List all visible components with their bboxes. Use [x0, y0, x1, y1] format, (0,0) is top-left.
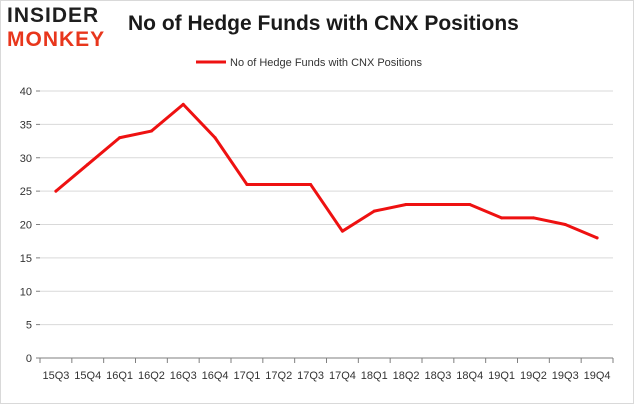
legend: No of Hedge Funds with CNX Positions — [196, 57, 422, 69]
data-point — [595, 236, 599, 240]
x-tick-label: 19Q1 — [488, 370, 515, 382]
x-tick-label: 15Q4 — [74, 370, 101, 382]
grid-lines — [40, 90, 613, 326]
data-point — [531, 216, 535, 220]
y-tick-label: 30 — [20, 153, 32, 165]
series-group — [54, 102, 599, 240]
data-point — [118, 136, 122, 140]
x-tick-label: 17Q1 — [233, 370, 260, 382]
data-point — [468, 202, 472, 206]
x-axis-ticks: 15Q3 15Q4 16Q1 16Q2 16Q3 16Q4 17Q1 17Q2 17Q3 17Q4… — [39, 358, 614, 382]
y-tick-label: 5 — [26, 320, 32, 332]
logo-line-1: INSIDER — [7, 4, 100, 27]
data-point — [563, 223, 567, 226]
y-tick-label: 15 — [20, 253, 32, 265]
x-tick-label: 15Q3 — [42, 370, 69, 382]
y-tick-label: 10 — [20, 286, 32, 298]
logo-line-2: MONKEY — [7, 28, 106, 51]
data-point — [372, 209, 376, 213]
x-tick-label: 16Q4 — [202, 370, 229, 382]
x-tick-label: 18Q3 — [424, 370, 451, 382]
y-tick-label: 0 — [26, 353, 32, 365]
y-axis-ticks: 0 5 10 15 20 25 30 35 40 — [20, 86, 40, 365]
data-point — [404, 202, 408, 206]
insider-monkey-logo: INSIDER MONKEY — [7, 5, 115, 53]
legend-label: No of Hedge Funds with CNX Positions — [230, 57, 422, 69]
y-tick-label: 40 — [20, 86, 32, 98]
x-tick-label: 17Q4 — [329, 370, 356, 382]
data-point — [245, 182, 249, 186]
chart-title: No of Hedge Funds with CNX Positions — [128, 12, 519, 35]
y-tick-label: 20 — [20, 220, 32, 232]
data-point — [149, 129, 153, 133]
y-tick-label: 25 — [20, 186, 32, 198]
x-tick-label: 16Q2 — [138, 370, 165, 382]
data-point — [54, 189, 58, 193]
series-line — [54, 102, 599, 240]
data-point — [213, 136, 217, 140]
x-tick-label: 17Q2 — [265, 370, 292, 382]
data-point — [277, 182, 281, 186]
data-point — [181, 102, 185, 106]
x-tick-label: 18Q2 — [393, 370, 420, 382]
data-point — [340, 229, 344, 233]
x-tick-label: 18Q4 — [456, 370, 483, 382]
x-tick-label: 19Q4 — [584, 370, 611, 382]
data-point — [86, 162, 90, 166]
data-point — [436, 202, 440, 206]
x-tick-label: 19Q2 — [520, 370, 547, 382]
x-tick-label: 17Q3 — [297, 370, 324, 382]
data-point — [500, 216, 504, 220]
x-tick-label: 16Q3 — [170, 370, 197, 382]
x-tick-label: 18Q1 — [361, 370, 388, 382]
x-tick-label: 19Q3 — [552, 370, 579, 382]
data-point — [309, 182, 313, 186]
x-tick-label: 16Q1 — [106, 370, 133, 382]
y-tick-label: 35 — [20, 119, 32, 131]
